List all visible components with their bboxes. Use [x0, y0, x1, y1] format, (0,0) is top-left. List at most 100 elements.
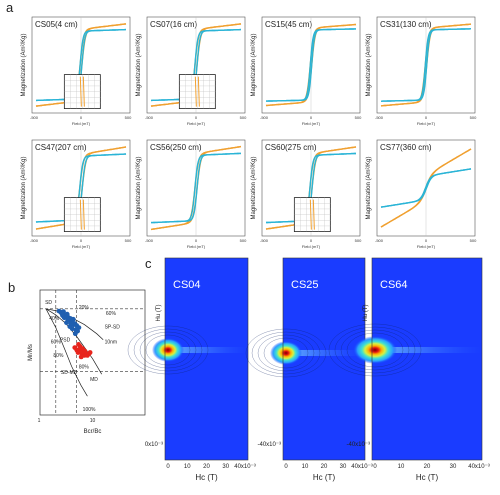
x-tick-label: 0: [284, 464, 288, 470]
x-tick-label: 500: [355, 115, 362, 120]
x-axis-label: Field (mT): [72, 244, 91, 249]
region-label: SD: [45, 300, 52, 306]
curve-label: 40%: [49, 316, 60, 322]
y-axis-label: Hu (T): [363, 305, 369, 322]
x-tick-label: -500: [260, 115, 269, 120]
hysteresis-plot: -500 0 500 Field (mT) Magnetization (Am²/Kg)…: [251, 139, 362, 249]
x-axis-label: Hc (T): [313, 473, 336, 482]
x-axis-label: Field (mT): [187, 121, 206, 126]
map-frame: [164, 257, 249, 461]
cyan-loop-branch: [380, 168, 472, 208]
red-data-point: [82, 348, 88, 354]
x-tick-label: 0: [310, 115, 313, 120]
hysteresis-plot: -500 0 500 Field (mT) Magnetization (Am²/Kg)…: [251, 16, 362, 126]
red-data-point: [78, 354, 84, 360]
y-tick-label: -40x10⁻³: [257, 442, 281, 448]
y-axis-label: Magnetization (Am²/Kg): [251, 156, 257, 219]
y-axis-label: Magnetization (Am²/Kg): [21, 156, 27, 219]
curve-label: 100%: [83, 407, 96, 413]
panel-letter-c: c: [145, 256, 152, 271]
y-axis-label: Magnetization (Am²/Kg): [366, 33, 372, 96]
panel-letter-b: b: [8, 280, 15, 295]
x-tick-label: 20: [321, 464, 328, 470]
x-tick-label: -500: [260, 238, 269, 243]
x-axis-label: Hc (T): [416, 473, 439, 482]
x-tick-label: 10: [184, 464, 191, 470]
blue-data-point: [70, 316, 76, 322]
ridge-streak: [372, 347, 482, 353]
x-tick-label: 0: [310, 238, 313, 243]
x-tick-label: 10: [90, 418, 96, 424]
y-axis-label: Magnetization (Am²/Kg): [366, 156, 372, 219]
x-tick-label: 0: [166, 464, 170, 470]
y-tick-label: -40x10⁻³: [346, 442, 370, 448]
x-tick-label: 30: [450, 464, 457, 470]
x-axis-label: Field (mT): [302, 121, 321, 126]
contour-line: [251, 331, 321, 375]
x-tick-label: 0: [373, 464, 377, 470]
x-tick-label: 1: [38, 418, 41, 424]
curve-label: 60%: [51, 339, 62, 345]
sample-label: CS64: [380, 279, 408, 291]
x-tick-label: 0: [195, 115, 198, 120]
region-label: MD: [90, 377, 98, 383]
hysteresis-plot: -500 0 500 Field (mT) Magnetization (Am²/Kg)…: [366, 139, 477, 249]
sample-label: CS05(4 cm): [35, 20, 78, 29]
forc-map: CS64 0 10 20 30 40x10⁻³ Hc (T) Hu (T) -40x10⁻³: [328, 257, 490, 482]
contour-line: [328, 323, 422, 377]
x-tick-label: 0: [195, 238, 198, 243]
contour-line: [139, 331, 197, 369]
y-axis-label: Magnetization (Am²/Kg): [136, 156, 142, 219]
x-tick-label: 500: [125, 115, 132, 120]
ridge-streak: [283, 350, 365, 356]
x-tick-label: -500: [145, 115, 154, 120]
inset-loop: [79, 199, 82, 230]
region-label: SP-SD: [105, 325, 121, 331]
sample-label: CS07(16 cm): [150, 20, 197, 29]
peak-hotspot: [353, 336, 397, 364]
peak-hotspot: [270, 341, 302, 365]
red-data-point: [76, 342, 81, 347]
x-tick-label: 500: [240, 238, 247, 243]
forc-map: CS04 0 10 20 30 40x10⁻³ Hc (T) Hu (T) 0x10⁻³: [127, 257, 256, 482]
hysteresis-plot: -500 0 500 Field (mT) Magnetization (Am²/Kg)…: [136, 16, 247, 126]
day-plot: SD PSD SD-MD MD SP-SD 10nm 40% 60% 80% 20% 60% 80% 1…: [28, 289, 146, 435]
sample-label: CS56(250 cm): [150, 143, 202, 152]
hysteresis-plot: -500 0 500 Field (mT) Magnetization (Am²/Kg)…: [366, 16, 477, 126]
contour-line: [334, 326, 416, 374]
y-axis-label: Magnetization (Am²/Kg): [251, 33, 257, 96]
inset-loop: [82, 76, 85, 107]
cyan-loop-branch: [381, 28, 471, 102]
blue-data-point: [65, 317, 71, 323]
ridge-streak: [165, 347, 248, 353]
blue-data-point: [72, 331, 78, 337]
x-tick-label: -500: [375, 238, 384, 243]
contour-line: [245, 328, 327, 378]
x-tick-label: 500: [470, 238, 477, 243]
inset-loop: [312, 199, 315, 230]
region-label: 10nm: [105, 339, 118, 345]
x-tick-label: 30: [222, 464, 229, 470]
x-tick-label: 0: [80, 115, 83, 120]
sample-label: CS15(45 cm): [265, 20, 312, 29]
inset-loop: [79, 76, 82, 107]
map-frame: [371, 257, 483, 461]
blue-data-point: [69, 326, 75, 332]
peak-hotspot: [152, 338, 184, 362]
x-tick-label: -500: [375, 115, 384, 120]
y-tick-label: 0x10⁻³: [145, 442, 163, 448]
contour-line: [257, 334, 315, 372]
curve-label: 20%: [79, 305, 90, 311]
sample-label: CS77(360 cm): [380, 143, 432, 152]
x-tick-label: 40x10⁻³: [351, 464, 373, 470]
curve-label: 80%: [53, 353, 64, 359]
x-axis-label: Field (mT): [302, 244, 321, 249]
red-data-point: [87, 350, 93, 355]
contour-line: [263, 337, 309, 369]
contour-line: [127, 325, 209, 375]
sample-label: CS60(275 cm): [265, 143, 317, 152]
y-axis-label: Hu (T): [156, 305, 162, 322]
x-tick-label: 500: [470, 115, 477, 120]
x-tick-label: -500: [145, 238, 154, 243]
